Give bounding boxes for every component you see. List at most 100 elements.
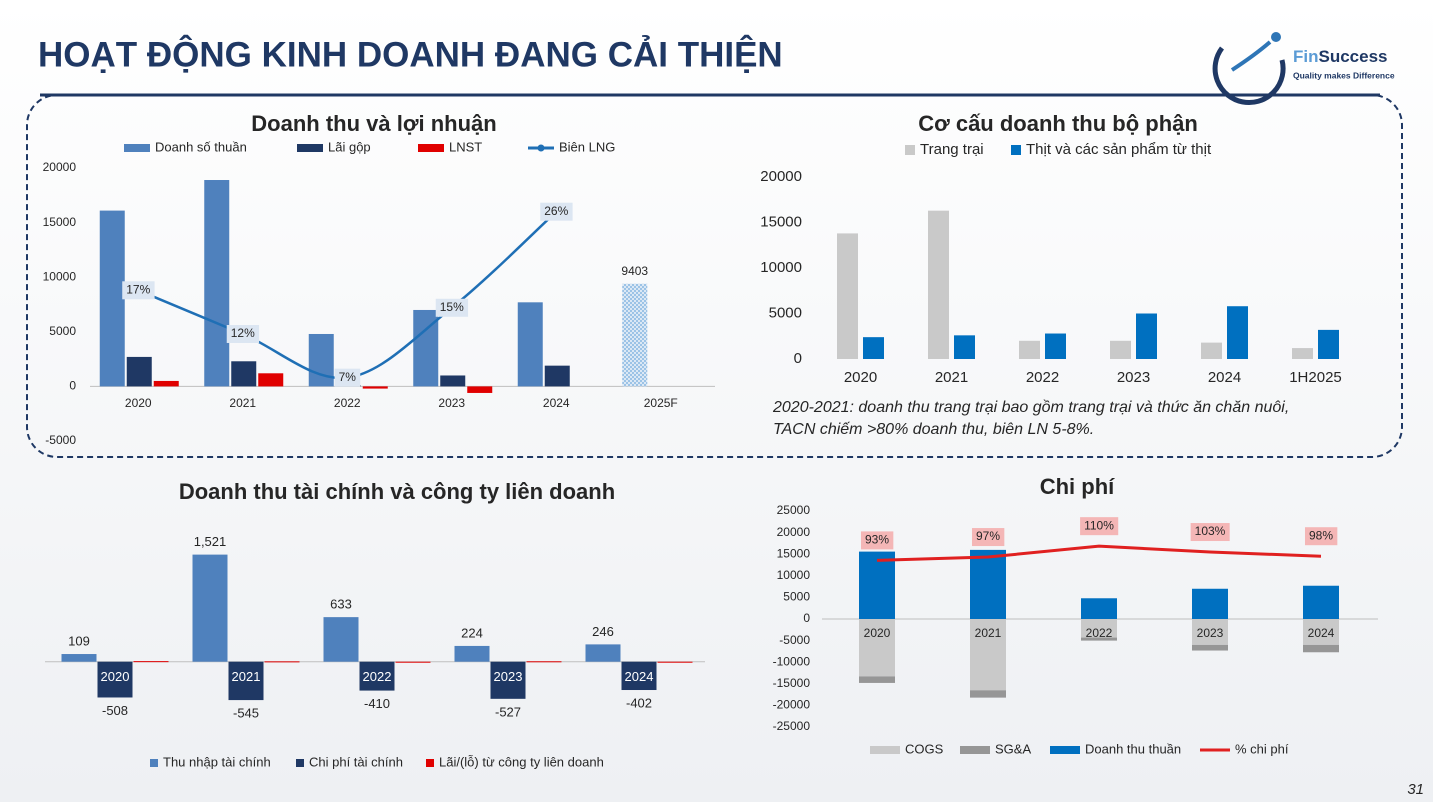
y-tick-label: -5000 (779, 633, 810, 647)
bar-value-label: -410 (364, 696, 390, 711)
logo-brand: FinSuccess (1293, 47, 1388, 66)
x-tick-label: 2022 (1086, 626, 1113, 640)
y-tick-label: 20000 (777, 525, 811, 539)
bar (1045, 333, 1066, 359)
bar (362, 386, 388, 389)
chart-title: Doanh thu tài chính và công ty liên doan… (179, 479, 615, 504)
y-tick-label: 10000 (760, 259, 802, 276)
bar-segment (1303, 644, 1339, 653)
x-tick-label: 2025F (644, 396, 678, 410)
bar (1227, 306, 1248, 359)
bar (622, 283, 648, 387)
legend-swatch (426, 759, 434, 767)
x-tick-label: 2020 (844, 369, 877, 386)
line-label-box (435, 298, 469, 317)
legend-label: Biên LNG (559, 139, 615, 154)
legend-swatch (1050, 746, 1080, 754)
legend-swatch (297, 144, 323, 152)
bar-value-label: 9403 (621, 264, 648, 278)
x-tick-label: 1H2025 (1289, 369, 1342, 386)
bar (1136, 313, 1157, 359)
y-tick-label: 10000 (43, 269, 77, 283)
logo-prefix: Fin (1293, 47, 1319, 66)
bar (544, 365, 570, 387)
bar (1201, 342, 1222, 359)
legend-label: % chi phí (1235, 741, 1289, 756)
bar (621, 661, 657, 691)
y-tick-label: 20000 (43, 160, 77, 174)
bar (133, 661, 169, 663)
bar (395, 661, 431, 663)
y-tick-label: -15000 (773, 676, 811, 690)
bar-value-label: -527 (495, 704, 521, 719)
y-tick-label: 15000 (777, 546, 811, 560)
legend-swatch (870, 746, 900, 754)
chart-title: Chi phí (1040, 474, 1115, 499)
bar (231, 361, 257, 387)
line-value-label: 110% (1084, 518, 1114, 532)
bar (258, 373, 284, 387)
y-tick-label: 15000 (43, 215, 77, 229)
chart-note: TACN chiếm >80% doanh thu, biên LN 5-8%. (773, 421, 1094, 438)
bar (323, 617, 359, 662)
y-tick-label: -5000 (45, 433, 76, 447)
bar-segment (970, 549, 1006, 619)
x-tick-label: 2024 (625, 669, 654, 684)
bar (467, 386, 493, 393)
line-value-label: 7% (339, 370, 357, 384)
bar (359, 661, 395, 691)
line-series (876, 544, 1322, 562)
line-value-label: 26% (544, 204, 568, 218)
bar (308, 333, 334, 387)
logo-swoosh (1230, 40, 1272, 72)
bar-segment (859, 676, 895, 683)
x-tick-label: 2023 (1117, 369, 1150, 386)
line-value-label: 12% (231, 326, 255, 340)
bar (97, 661, 133, 698)
y-tick-label: 5000 (783, 590, 810, 604)
bar (204, 180, 230, 387)
line-label-box (540, 202, 573, 221)
y-tick-label: 10000 (777, 568, 811, 582)
bar-value-label: 1,521 (194, 534, 227, 549)
x-tick-label: 2022 (1026, 369, 1059, 386)
x-tick-label: 2024 (543, 396, 570, 410)
x-tick-label: 2020 (125, 396, 152, 410)
x-tick-label: 2021 (232, 669, 261, 684)
bar-segment (1192, 619, 1228, 645)
bar-value-label: 109 (68, 633, 90, 648)
line-label-box (122, 281, 155, 300)
legend-label: Thu nhập tài chính (163, 754, 271, 769)
bar (153, 380, 179, 387)
bar (657, 661, 693, 663)
bar (99, 210, 125, 387)
bar-value-label: -402 (626, 695, 652, 710)
legend-label: COGS (905, 741, 944, 756)
bar (863, 337, 884, 359)
bar-segment (970, 690, 1006, 698)
bar-value-label: 246 (592, 624, 614, 639)
x-tick-label: 2021 (975, 626, 1002, 640)
logo-tagline: Quality makes Difference (1293, 70, 1395, 80)
chart-title: Doanh thu và lợi nhuận (251, 111, 496, 136)
x-tick-label: 2023 (494, 669, 523, 684)
bar (1292, 348, 1313, 359)
x-tick-label: 2024 (1208, 369, 1241, 386)
bar-segment (1303, 585, 1339, 619)
bar (1019, 340, 1040, 359)
legend-label: Doanh thu thuần (1085, 741, 1181, 756)
line-label-box (971, 528, 1005, 547)
y-tick-label: 25000 (777, 503, 811, 517)
line-label-box (226, 324, 260, 343)
bar-value-label: 633 (330, 597, 352, 612)
legend-label: Lãi gộp (328, 139, 371, 154)
bar (264, 661, 300, 663)
bar (228, 661, 264, 701)
bar (954, 335, 975, 359)
bar (837, 233, 858, 359)
bar-segment (1192, 588, 1228, 619)
legend-swatch (418, 144, 444, 152)
logo-head (1271, 32, 1281, 42)
bar (1110, 340, 1131, 359)
